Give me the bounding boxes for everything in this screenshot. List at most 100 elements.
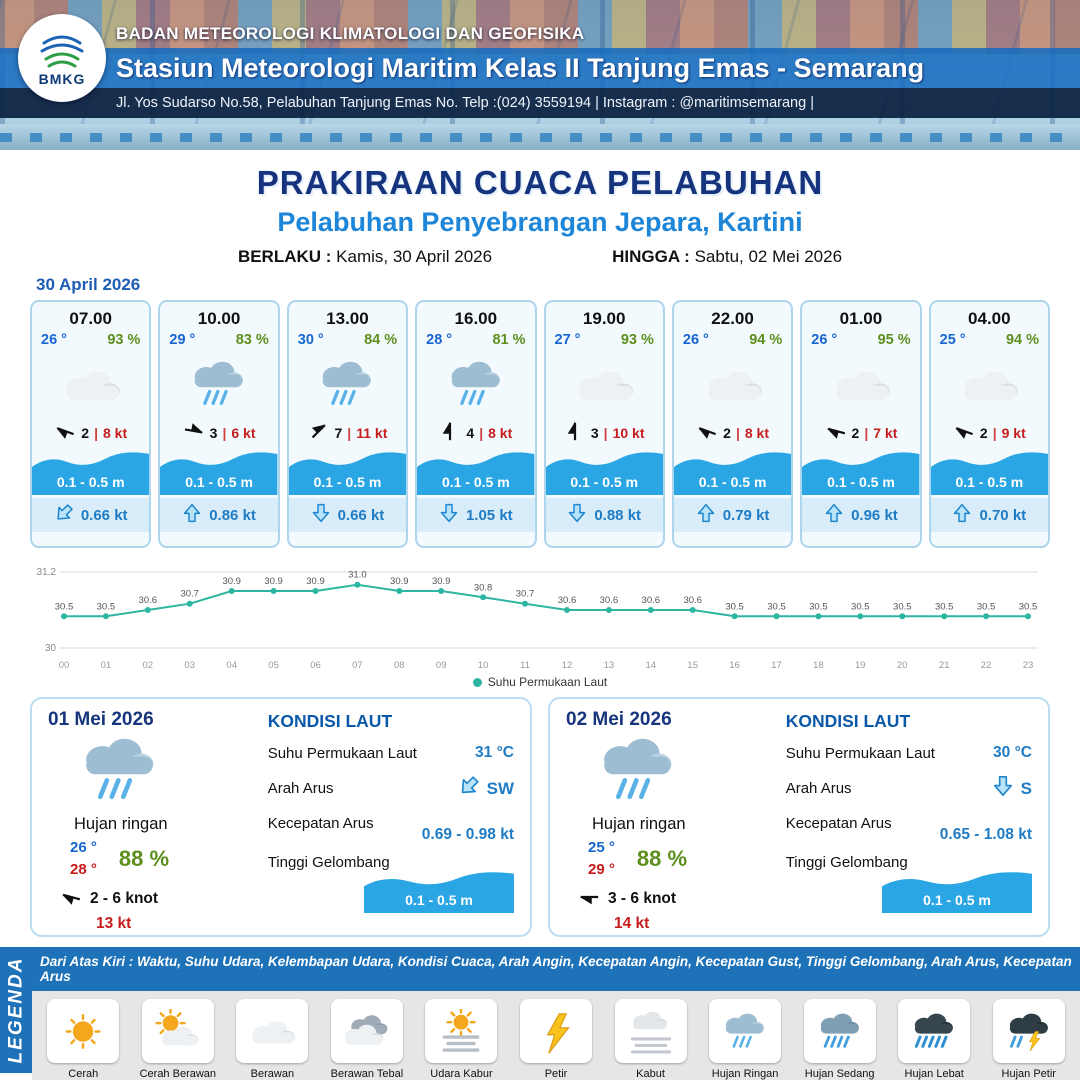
svg-text:30.5: 30.5 <box>1019 601 1038 612</box>
wind-speed: 11 kt <box>356 424 388 441</box>
card-humidity: 81 % <box>492 332 526 348</box>
sst-chart: 31.2 30 30.5 00 30.5 01 30.6 02 30.7 03 30.9 04 30.9… <box>28 556 1052 674</box>
legend-item: Berawan Tebal <box>320 999 415 1080</box>
sst-value: 31 °C <box>475 744 514 761</box>
svg-text:30.9: 30.9 <box>432 576 451 587</box>
svg-text:20: 20 <box>897 660 908 671</box>
card-time: 16.00 <box>454 309 498 328</box>
wave-height-band: 0.1 - 0.5 m <box>32 449 150 495</box>
wave-height-value: 0.1 - 0.5 m <box>441 474 510 490</box>
current-direction-icon <box>311 503 331 527</box>
current-direction-label: Arah Arus <box>785 780 852 797</box>
card-wind: 7 | 11 kt <box>289 420 406 445</box>
daily-date: 01 Mei 2026 <box>48 709 154 730</box>
sst-label: Suhu Permukaan Laut <box>267 744 417 762</box>
svg-text:02: 02 <box>143 660 154 671</box>
legend-items-row: Cerah Cerah Berawan Berawan Berawan Teba… <box>32 991 1080 1080</box>
forecast-card: 19.00 27 ° 93 % 3 | 10 kt 0.1 - 0.5 m 0.… <box>543 300 665 548</box>
card-time: 13.00 <box>326 309 369 328</box>
berawan-tebal-icon <box>330 999 403 1063</box>
legend-item: Kabut <box>603 999 698 1080</box>
wind-barb-icon <box>54 420 76 445</box>
wind-separator: | <box>479 424 484 441</box>
current-direction-label: Arah Arus <box>267 780 334 797</box>
card-wind: 2 | 9 kt <box>931 420 1048 445</box>
sst-chart-section: 31.2 30 30.5 00 30.5 01 30.6 02 30.7 03 30.9 04 30.9… <box>28 556 1052 689</box>
card-time: 04.00 <box>968 309 1011 328</box>
card-humidity: 93 % <box>107 332 141 348</box>
svg-text:30.6: 30.6 <box>642 595 661 606</box>
card-current: 0.66 kt <box>288 498 407 532</box>
wave-height-value: 0.1 - 0.5 m <box>570 474 639 490</box>
page-subtitle: Pelabuhan Penyebrangan Jepara, Kartini <box>277 207 803 237</box>
card-temp-humidity: 27 ° 93 % <box>546 329 663 348</box>
wave-height-value: 0.1 - 0.5 m <box>56 474 125 490</box>
svg-text:30.7: 30.7 <box>516 589 535 600</box>
card-current: 0.79 kt <box>673 498 792 532</box>
current-speed-value: 0.69 - 0.98 kt <box>421 826 514 843</box>
valid-from: BERLAKU : Kamis, 30 April 2026 <box>238 247 492 267</box>
card-temperature: 28 ° <box>426 332 453 348</box>
card-current: 0.66 kt <box>32 498 150 532</box>
legend-item: Petir <box>509 999 604 1080</box>
chart-legend-label: Suhu Permukaan Laut <box>487 675 608 689</box>
legend-item: Hujan Ringan <box>698 999 793 1080</box>
legend-item-label: Cerah <box>68 1068 99 1080</box>
current-direction-icon <box>992 775 1014 802</box>
card-humidity: 84 % <box>364 332 398 348</box>
svg-text:30.6: 30.6 <box>558 595 577 606</box>
svg-text:30.9: 30.9 <box>306 576 325 587</box>
forecast-card: 22.00 26 ° 94 % 2 | 8 kt 0.1 - 0.5 m 0.7… <box>671 300 794 548</box>
daily-gust: 14 kt <box>614 914 650 932</box>
card-wind: 4 | 8 kt <box>417 420 534 445</box>
card-temp-humidity: 28 ° 81 % <box>417 329 534 348</box>
svg-text:30.9: 30.9 <box>264 576 283 587</box>
card-time: 10.00 <box>197 309 241 328</box>
svg-text:19: 19 <box>855 660 866 671</box>
bmkg-emblem-icon <box>40 35 84 68</box>
sst-line-chart: 31.2 30 30.5 00 30.5 01 30.6 02 30.7 03 30.9 04 30.9… <box>37 567 1038 671</box>
daily-temp-max: 28 ° <box>70 860 97 878</box>
svg-text:12: 12 <box>562 660 573 671</box>
svg-text:31.2: 31.2 <box>37 567 57 578</box>
card-wind: 3 | 10 kt <box>546 420 663 445</box>
svg-text:23: 23 <box>1023 660 1034 671</box>
current-speed-value: 0.65 - 1.08 kt <box>939 826 1032 843</box>
card-humidity: 95 % <box>877 332 911 348</box>
weather-icon-hujan-ringan <box>592 731 776 815</box>
current-speed-label: Kecepatan Arus <box>267 815 374 832</box>
org-name: BADAN METEOROLOGI KLIMATOLOGI DAN GEOFIS… <box>116 24 585 43</box>
svg-text:30.6: 30.6 <box>139 595 158 606</box>
wind-number: 2 <box>979 424 988 441</box>
legend-description: Dari Atas Kiri : Waktu, Suhu Udara, Kele… <box>32 947 1080 991</box>
wave-height-band: 0.1 - 0.5 m <box>673 449 792 495</box>
wind-number: 3 <box>590 424 599 441</box>
current-direction: SW <box>458 775 514 802</box>
wind-number: 7 <box>334 424 343 441</box>
forecast-date: 30 April 2026 <box>36 275 141 294</box>
weather-icon-berawan <box>931 348 1048 420</box>
current-direction-icon <box>458 775 480 802</box>
weather-icon-hujan-ringan <box>160 348 277 420</box>
daily-weather-panel: 02 Mei 2026 Hujan ringan 25 ° 29 ° 88 % … <box>566 709 776 932</box>
svg-text:03: 03 <box>184 660 195 671</box>
current-speed: 0.66 kt <box>80 506 128 524</box>
svg-text:30.9: 30.9 <box>222 576 241 587</box>
current-direction-icon <box>952 503 972 527</box>
daily-condition: Hujan ringan <box>592 815 686 833</box>
address-strip: Jl. Yos Sudarso No.58, Pelabuhan Tanjung… <box>0 88 1080 118</box>
wave-height-band: 0.1 - 0.5 m <box>545 449 663 495</box>
legend-item-label: Hujan Sedang <box>804 1068 875 1080</box>
card-current: 0.86 kt <box>160 498 278 532</box>
cerah-berawan-icon <box>141 999 214 1063</box>
svg-text:00: 00 <box>59 660 70 671</box>
wave-height-value: 0.1 - 0.5 m <box>185 474 253 490</box>
current-speed: 1.05 kt <box>465 506 513 524</box>
svg-text:08: 08 <box>394 660 405 671</box>
current-speed: 0.66 kt <box>337 506 385 524</box>
svg-text:01: 01 <box>101 660 112 671</box>
svg-text:31.0: 31.0 <box>348 570 367 581</box>
current-direction-value: SW <box>486 778 514 798</box>
wind-barb-icon <box>578 886 600 913</box>
